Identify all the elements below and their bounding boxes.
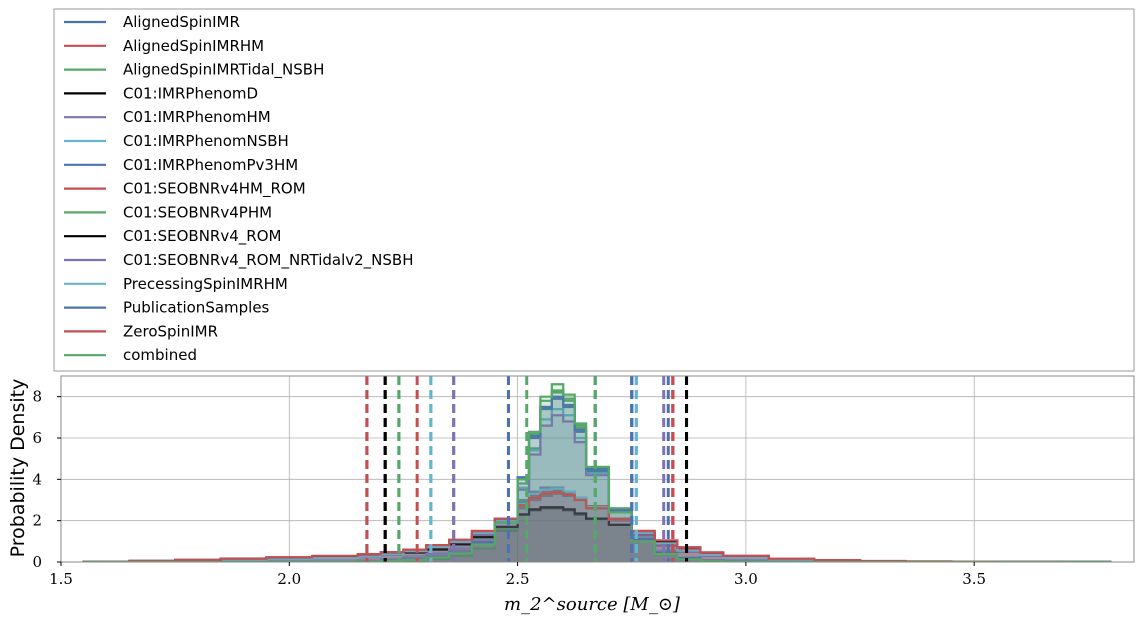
histogram-fill-1 bbox=[83, 491, 1112, 562]
histogram-fill-12 bbox=[83, 396, 1112, 562]
legend-label: C01:IMRPhenomHM bbox=[123, 108, 271, 126]
histograms bbox=[82, 383, 1112, 562]
legend-item: C01:IMRPhenomHM bbox=[64, 108, 271, 126]
legend-label: AlignedSpinIMR bbox=[123, 13, 240, 31]
histogram-step-11 bbox=[83, 487, 1112, 562]
y-tick-label: 2 bbox=[32, 512, 42, 530]
legend-label: combined bbox=[123, 346, 197, 364]
credible-interval-lines bbox=[365, 376, 689, 562]
legend-label: PrecessingSpinIMRHM bbox=[123, 275, 288, 293]
legend-label: PublicationSamples bbox=[123, 299, 270, 317]
y-tick-label: 0 bbox=[32, 553, 42, 571]
histogram-fill-3 bbox=[83, 508, 1112, 562]
legend-item: C01:SEOBNRv4HM_ROM bbox=[64, 180, 306, 199]
legend-label: C01:SEOBNRv4_ROM bbox=[123, 227, 281, 246]
histogram-fill-7 bbox=[83, 490, 1112, 562]
x-tick-label: 3.0 bbox=[734, 570, 758, 588]
histogram-fill-6 bbox=[83, 398, 1112, 562]
legend-item: C01:SEOBNRv4_ROM bbox=[64, 227, 281, 246]
histogram-fill-9 bbox=[83, 507, 1112, 562]
legend-label: C01:IMRPhenomD bbox=[123, 84, 258, 102]
histogram-fill-0 bbox=[83, 493, 1112, 562]
legend-item: AlignedSpinIMRHM bbox=[64, 37, 264, 55]
legend-item: combined bbox=[64, 346, 197, 364]
legend-frame bbox=[53, 8, 1135, 372]
x-tick-label: 1.5 bbox=[49, 570, 73, 588]
x-tick-label: 2.5 bbox=[506, 570, 530, 588]
legend-label: C01:SEOBNRv4PHM bbox=[123, 203, 272, 221]
legend-item: C01:IMRPhenomD bbox=[64, 84, 258, 102]
histogram-fill-2 bbox=[83, 392, 1112, 562]
plot-area: 1.5 2.0 2.5 3.0 3.5 0 2 4 6 8 bbox=[32, 375, 1135, 588]
histogram-fill-10 bbox=[83, 415, 1112, 562]
legend-item: AlignedSpinIMRTidal_NSBH bbox=[64, 61, 324, 80]
legend-label: AlignedSpinIMRTidal_NSBH bbox=[123, 61, 324, 80]
histogram-step-13 bbox=[82, 491, 1112, 562]
legend-item: C01:SEOBNRv4_ROM_NRTidalv2_NSBH bbox=[64, 251, 413, 270]
y-tick-label: 8 bbox=[32, 388, 42, 406]
x-tick-label: 3.5 bbox=[962, 570, 986, 588]
legend-item: ZeroSpinIMR bbox=[64, 322, 218, 340]
legend-item: PrecessingSpinIMRHM bbox=[64, 275, 288, 293]
legend-item: C01:SEOBNRv4PHM bbox=[64, 203, 272, 221]
legend-label: C01:IMRPhenomNSBH bbox=[123, 132, 289, 150]
legend-item: AlignedSpinIMR bbox=[64, 13, 240, 31]
legend-label: C01:SEOBNRv4_ROM_NRTidalv2_NSBH bbox=[123, 251, 413, 270]
y-tick-label: 6 bbox=[32, 429, 42, 447]
legend-label: C01:SEOBNRv4HM_ROM bbox=[123, 180, 306, 199]
y-axis-label: Probability Density bbox=[7, 379, 29, 558]
legend: AlignedSpinIMR AlignedSpinIMRHM AlignedSpi… bbox=[53, 8, 1135, 372]
histogram-fill-14 bbox=[83, 384, 1112, 562]
histogram-fill-5 bbox=[83, 409, 1112, 562]
histogram-fill-13 bbox=[83, 492, 1112, 562]
x-tick-label: 2.0 bbox=[277, 570, 301, 588]
legend-label: C01:IMRPhenomPv3HM bbox=[123, 156, 298, 174]
legend-label: ZeroSpinIMR bbox=[123, 322, 218, 340]
axes-frame bbox=[60, 375, 1135, 563]
legend-item: C01:IMRPhenomPv3HM bbox=[64, 156, 298, 174]
y-tick-label: 4 bbox=[32, 470, 42, 488]
x-axis-label: m_2^source [M_⊙] bbox=[504, 594, 681, 615]
legend-label: AlignedSpinIMRHM bbox=[123, 37, 264, 55]
histogram-fill-11 bbox=[83, 488, 1112, 562]
legend-item: C01:IMRPhenomNSBH bbox=[64, 132, 289, 150]
histogram-fill-4 bbox=[83, 487, 1112, 562]
legend-item: PublicationSamples bbox=[64, 299, 270, 317]
ticks: 1.5 2.0 2.5 3.0 3.5 0 2 4 6 8 bbox=[32, 388, 986, 588]
